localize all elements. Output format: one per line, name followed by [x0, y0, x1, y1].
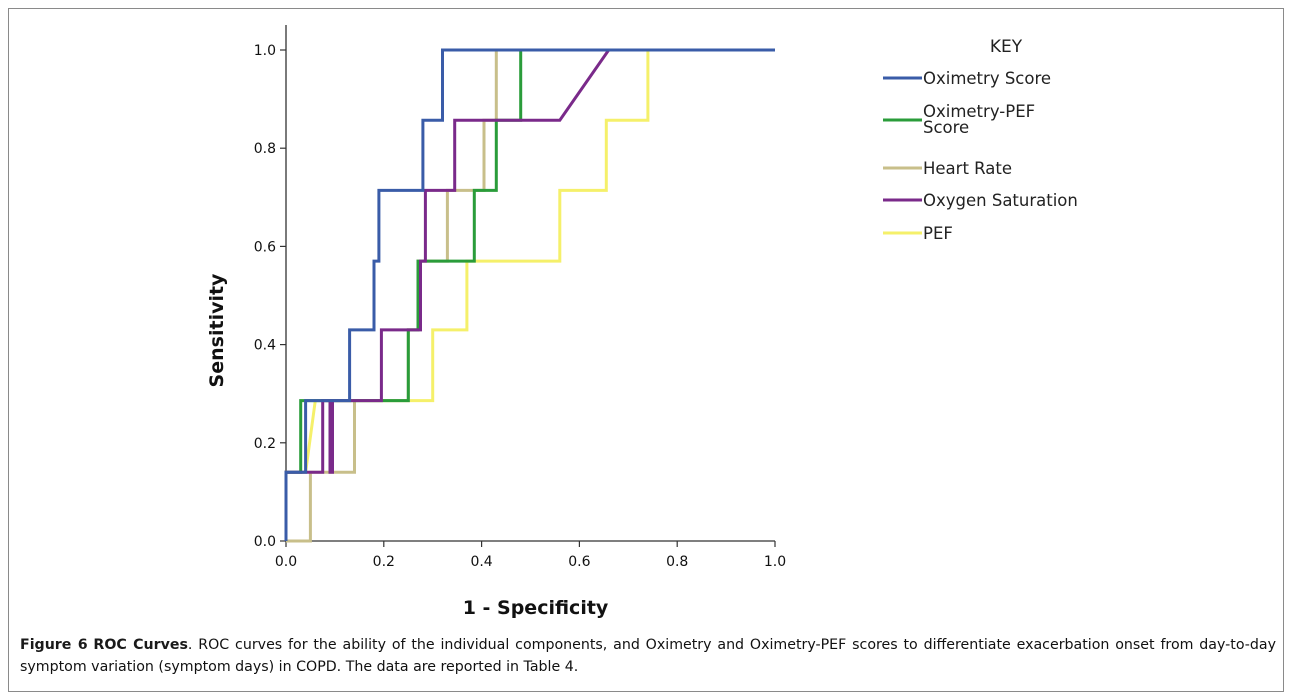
series-line-oxygen-saturation: [284, 48, 775, 541]
y-tick-label: 0.4: [254, 338, 276, 354]
x-tick-label: 1.0: [764, 554, 786, 570]
x-axis-title: 1 - Specificity: [463, 597, 609, 619]
y-tick-label: 0.6: [254, 239, 276, 255]
legend-label-line: Score: [923, 118, 969, 137]
y-tick-label: 0.8: [254, 141, 276, 157]
legend-label-oximetry-pef-score: Oximetry-PEF Score: [923, 102, 1035, 137]
caption-text: . ROC curves for the ability of the indi…: [20, 637, 1276, 675]
series-layer: [284, 48, 775, 543]
caption-label: Figure 6: [20, 637, 88, 653]
legend-label-oxygen-saturation: Oxygen Saturation: [923, 191, 1078, 210]
legend-label-oximetry-score: Oximetry Score: [923, 69, 1051, 88]
chart-axes: 0.0 0.2 0.4 0.6 0.8 1.0 0.0 0.2 0.4 0.6 0.8 1.0 1 - …: [206, 25, 786, 619]
x-tick-label: 0.0: [275, 554, 297, 570]
roc-chart: 0.0 0.2 0.4 0.6 0.8 1.0 0.0 0.2 0.4 0.6 0.8 1.0 1 - …: [206, 25, 1078, 619]
legend-label-line: Oximetry-PEF: [923, 102, 1035, 121]
x-tick-label: 0.6: [568, 554, 590, 570]
series-line-oximetry-score: [284, 48, 775, 541]
figure-frame: [8, 8, 1284, 692]
x-tick-label: 0.2: [373, 554, 395, 570]
y-tick-label: 0.0: [254, 534, 276, 550]
legend-label-heart-rate: Heart Rate: [923, 159, 1012, 178]
x-tick-label: 0.4: [470, 554, 492, 570]
y-axis-title: Sensitivity: [206, 273, 228, 387]
caption-title: ROC Curves: [93, 637, 188, 653]
legend-title: KEY: [990, 37, 1023, 57]
series-line-pef: [284, 48, 775, 541]
y-tick-label: 1.0: [254, 43, 276, 59]
figure-caption: Figure 6 ROC Curves. ROC curves for the …: [20, 634, 1276, 678]
series-line-oximetry-pef-score: [284, 48, 775, 541]
x-tick-label: 0.8: [666, 554, 688, 570]
legend-label-pef: PEF: [923, 224, 953, 243]
chart-legend: KEY Oximetry Score Oximetry-PEF Score Heart …: [883, 37, 1078, 243]
y-tick-label: 0.2: [254, 436, 276, 452]
series-line-heart-rate: [286, 48, 775, 543]
